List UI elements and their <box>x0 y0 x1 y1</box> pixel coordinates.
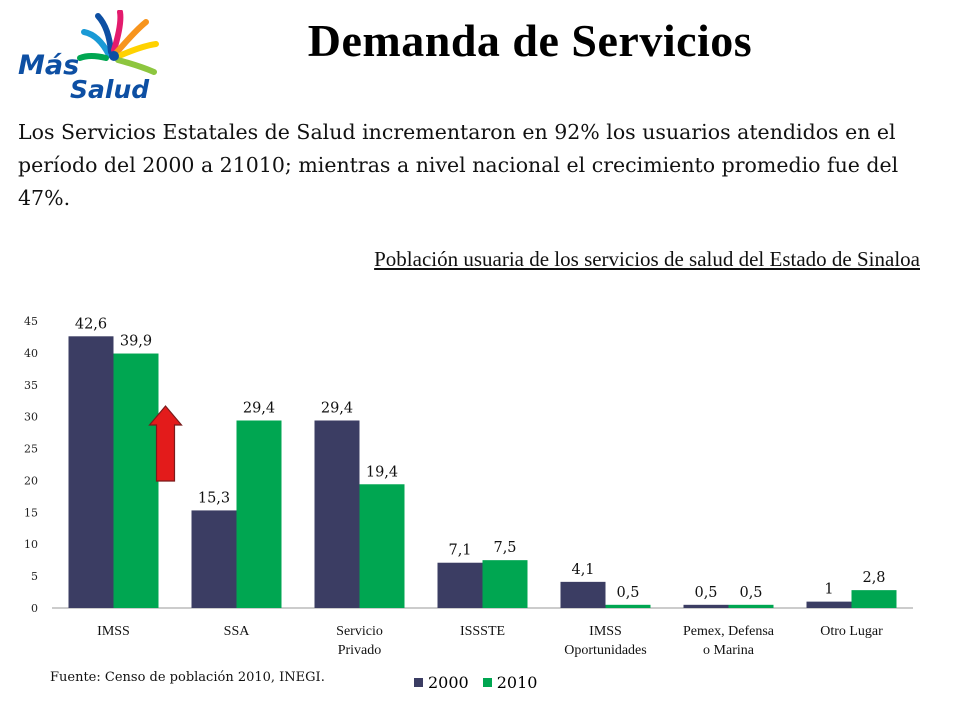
intro-paragraph: Los Servicios Estatales de Salud increme… <box>18 120 899 210</box>
x-tick-label: Oportunidades <box>564 643 646 658</box>
bar-2000 <box>437 562 483 608</box>
data-label-2010: 19,4 <box>366 464 398 480</box>
data-label-2010: 39,9 <box>120 334 152 350</box>
data-label-2000: 1 <box>824 582 833 598</box>
bar-2000 <box>314 420 360 608</box>
x-tick-label: Otro Lugar <box>820 624 883 639</box>
logo-burst-icon <box>77 10 159 75</box>
legend-label-2010: 2010 <box>496 673 538 692</box>
source-note: Fuente: Censo de población 2010, INEGI. <box>50 670 325 685</box>
y-tick-label: 10 <box>24 538 38 551</box>
x-tick-label: Pemex, Defensa <box>683 624 775 639</box>
bar-2010 <box>236 420 282 608</box>
bar-2010 <box>482 560 528 608</box>
bar-2010 <box>851 590 897 608</box>
y-tick-label: 40 <box>24 347 38 360</box>
bar-2010 <box>359 484 405 608</box>
bar-2000 <box>191 510 237 608</box>
data-label-2000: 29,4 <box>321 400 353 416</box>
x-tick-label: Privado <box>338 643 382 658</box>
bar-2010 <box>113 353 159 608</box>
legend-item-2010: 2010 <box>482 673 538 692</box>
bar-2000 <box>806 601 852 608</box>
x-tick-label: ISSSTE <box>460 624 505 639</box>
bar-2010 <box>728 604 774 608</box>
y-tick-label: 30 <box>24 411 38 424</box>
legend-label-2000: 2000 <box>428 673 469 692</box>
x-tick-label: Servicio <box>336 624 383 639</box>
data-label-2000: 4,1 <box>571 562 594 578</box>
y-tick-label: 5 <box>31 570 38 583</box>
y-tick-label: 45 <box>24 315 38 328</box>
data-label-2000: 42,6 <box>75 316 107 332</box>
bar-2010 <box>605 604 651 608</box>
mas-salud-logo: Más Salud <box>18 10 159 104</box>
data-label-2000: 0,5 <box>694 585 717 601</box>
bar-2000 <box>68 336 114 608</box>
bar-2000 <box>683 604 729 608</box>
data-label-2010: 0,5 <box>739 585 762 601</box>
bar-chart: 0 5 10 15 20 25 30 35 40 45 42,6 39,9 IMSS 15,3 29,4 SS… <box>24 315 913 658</box>
x-tick-label: IMSS <box>97 624 130 639</box>
y-tick-label: 15 <box>24 506 38 519</box>
chart-legend: 2000 2010 <box>414 673 537 692</box>
up-arrow-icon <box>148 405 183 482</box>
x-tick-label: SSA <box>224 624 251 639</box>
bar-2000 <box>560 581 606 608</box>
data-label-2010: 0,5 <box>616 585 639 601</box>
legend-swatch-2010 <box>482 678 492 687</box>
data-label-2000: 15,3 <box>198 490 230 506</box>
legend-item-2000: 2000 <box>414 673 469 692</box>
y-tick-label: 25 <box>24 443 38 456</box>
data-label-2000: 7,1 <box>448 543 471 559</box>
logo-line2: Salud <box>70 75 150 104</box>
y-tick-label: 35 <box>24 379 38 392</box>
chart-title: Población usuaria de los servicios de sa… <box>374 247 920 271</box>
page-title: Demanda de Servicios <box>307 15 753 66</box>
x-tick-label: IMSS <box>589 624 622 639</box>
y-tick-label: 20 <box>24 474 38 487</box>
data-label-2010: 7,5 <box>493 540 516 556</box>
x-tick-label: o Marina <box>703 643 755 658</box>
y-tick-label: 0 <box>31 602 38 615</box>
data-label-2010: 29,4 <box>243 400 275 416</box>
data-label-2010: 2,8 <box>862 570 885 586</box>
logo-line1: Más <box>18 50 79 81</box>
legend-swatch-2000 <box>414 678 423 687</box>
